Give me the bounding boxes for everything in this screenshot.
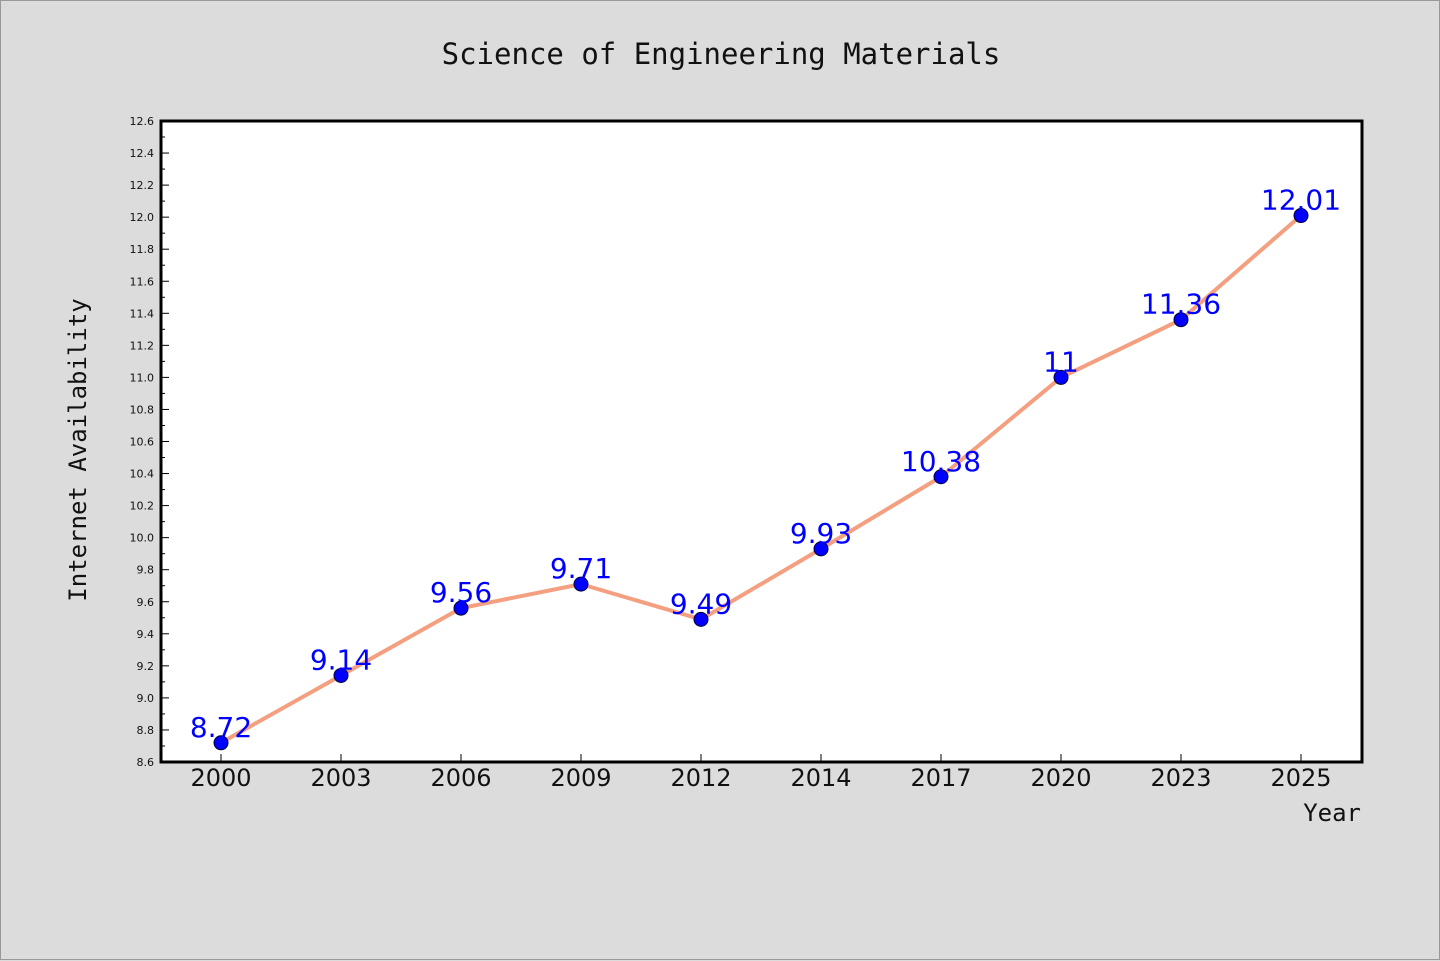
data-label: 9.56	[430, 576, 492, 609]
y-tick-label: 10.6	[130, 436, 155, 449]
x-tick-label: 2023	[1150, 764, 1211, 792]
data-label: 9.71	[550, 552, 612, 585]
y-tick-label: 10.2	[130, 500, 155, 513]
data-labels: 8.72 9.14 9.56 9.71 9.49 9.93 10.38 11 11.36 12.0…	[190, 184, 1341, 744]
data-label: 8.72	[190, 711, 252, 744]
data-point	[333, 667, 349, 683]
data-label: 10.38	[901, 445, 981, 478]
y-tick-label: 9.0	[137, 692, 155, 705]
x-tick-label: 2000	[190, 764, 251, 792]
y-tick-label: 12.2	[130, 179, 155, 192]
data-label: 9.49	[670, 587, 732, 620]
data-label: 11	[1043, 345, 1079, 378]
plot-area	[159, 119, 1364, 764]
y-tick-label: 11.0	[130, 371, 155, 384]
x-tick-label: 2014	[790, 764, 851, 792]
y-tick-label: 12.4	[130, 147, 155, 160]
data-point	[813, 541, 829, 557]
chart-title: Science of Engineering Materials	[442, 37, 1001, 71]
y-tick-label: 9.8	[137, 564, 155, 577]
data-point	[453, 600, 469, 616]
data-point	[1293, 208, 1309, 224]
y-tick-label: 10.0	[130, 532, 155, 545]
data-point	[213, 735, 229, 751]
data-point	[1173, 312, 1189, 328]
y-tick-label: 9.2	[137, 660, 155, 673]
data-label: 9.93	[790, 517, 852, 550]
y-tick-label: 8.8	[137, 724, 155, 737]
data-point	[573, 576, 589, 592]
x-tick-label: 2003	[310, 764, 371, 792]
data-label: 12.01	[1261, 184, 1341, 217]
x-axis-ticks: 2000 2003 2006 2009 2012 2014 2017 2020 2023 2025	[190, 754, 1332, 792]
y-tick-label: 11.6	[130, 275, 155, 288]
y-tick-label: 12.0	[130, 211, 155, 224]
y-tick-label: 11.2	[130, 339, 155, 352]
y-axis-ticks: 8.6 8.8 9.0 9.2 9.4 9.6 9.8 10.0 10.2 10.4 10.6 10.…	[130, 115, 169, 769]
x-tick-label: 2012	[670, 764, 731, 792]
y-tick-label: 11.8	[130, 243, 155, 256]
y-tick-label: 12.6	[130, 115, 155, 128]
x-tick-label: 2017	[910, 764, 971, 792]
y-tick-label: 10.8	[130, 403, 155, 416]
y-tick-label: 11.4	[130, 307, 155, 320]
x-tick-label: 2025	[1270, 764, 1331, 792]
x-tick-label: 2009	[550, 764, 611, 792]
data-label: 11.36	[1141, 288, 1221, 321]
data-point	[693, 611, 709, 627]
series-line	[219, 213, 1303, 745]
y-axis-label: Internet Availability	[64, 298, 92, 601]
x-tick-label: 2020	[1030, 764, 1091, 792]
data-label: 9.14	[310, 643, 372, 676]
series	[213, 208, 1309, 751]
y-tick-label: 9.4	[137, 628, 155, 641]
y-tick-label: 9.6	[137, 596, 155, 609]
y-tick-label: 10.4	[130, 468, 155, 481]
x-tick-label: 2006	[430, 764, 491, 792]
y-tick-label: 8.6	[137, 756, 155, 769]
x-axis-label: Year	[1303, 799, 1361, 827]
data-point	[1053, 369, 1069, 385]
data-point	[933, 469, 949, 485]
